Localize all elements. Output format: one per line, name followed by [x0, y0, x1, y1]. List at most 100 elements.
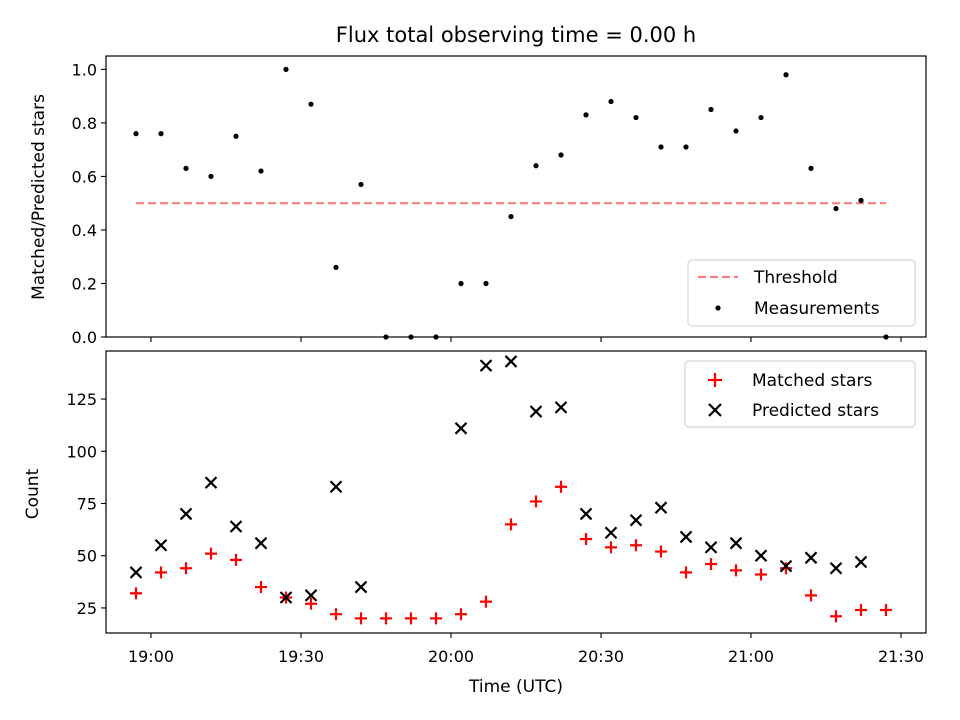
predicted-star-point	[804, 551, 818, 565]
top-y-tick-label: 0.8	[72, 114, 97, 133]
top-y-tick-label: 0.6	[72, 167, 97, 186]
measurement-point	[808, 165, 814, 171]
measurement-point	[133, 131, 139, 137]
matched-star-point	[130, 587, 142, 600]
matched-star-point	[255, 581, 267, 594]
chart-title: Flux total observing time = 0.00 h	[336, 23, 696, 47]
measurement-point	[233, 133, 239, 139]
matched-star-point	[830, 610, 842, 623]
legend-predicted-label: Predicted stars	[752, 401, 879, 421]
top-y-axis-label: Matched/Predicted stars	[29, 94, 49, 300]
legend-measurements-label: Measurements	[754, 299, 880, 319]
measurement-point	[258, 168, 264, 174]
legend-measurements-swatch	[715, 305, 721, 311]
measurement-point	[708, 106, 714, 113]
predicted-star-point	[279, 591, 293, 604]
predicted-star-point	[679, 530, 693, 544]
matched-star-point	[155, 566, 167, 579]
measurement-point	[658, 144, 664, 150]
measurement-point	[483, 280, 489, 287]
matched-star-point	[730, 564, 742, 577]
measurement-point	[558, 152, 564, 158]
x-tick-label: 20:00	[428, 647, 474, 666]
bottom-legend: Matched stars Predicted stars	[684, 360, 916, 428]
predicted-star-point	[529, 405, 543, 418]
predicted-star-point	[179, 507, 193, 521]
top-axes-frame	[105, 55, 927, 338]
bottom-legend-box	[684, 360, 916, 428]
predicted-star-point	[304, 589, 318, 602]
matched-star-point	[655, 545, 667, 558]
matched-star-point	[605, 541, 617, 554]
matched-star-point	[230, 553, 242, 566]
top-y-tick-label: 0.0	[72, 328, 97, 347]
measurement-point	[833, 205, 839, 212]
predicted-star-point	[629, 513, 643, 527]
predicted-star-point	[754, 549, 768, 562]
bottom-y-tick-label: 125	[66, 390, 97, 409]
measurement-point	[758, 114, 764, 121]
bottom-y-tick-label: 75	[77, 494, 97, 513]
matched-star-point	[305, 597, 317, 610]
x-tick-label: 19:00	[128, 647, 174, 666]
bottom-y-tick-label: 25	[77, 599, 97, 618]
matched-star-point	[680, 566, 692, 579]
predicted-star-point	[479, 359, 493, 372]
predicted-star-point	[129, 566, 143, 579]
measurement-point	[683, 144, 689, 150]
measurement-point	[208, 173, 214, 180]
legend-matched-swatch	[708, 373, 722, 387]
predicted-star-point	[604, 526, 618, 540]
matched-star-point	[430, 612, 442, 625]
legend-matched-label: Matched stars	[752, 371, 872, 391]
bottom-y-tick-label: 50	[77, 547, 97, 566]
bottom-y-axis: 25 50 75 100 125	[66, 390, 106, 618]
legend-threshold-label: Threshold	[753, 268, 838, 288]
top-x-axis	[150, 337, 902, 342]
measurement-point	[283, 66, 289, 72]
top-legend: Threshold Measurements	[687, 259, 916, 327]
matched-star-point	[405, 612, 417, 625]
matched-star-point	[180, 562, 192, 575]
measurement-point	[158, 131, 164, 137]
measurement-point	[783, 72, 789, 78]
matched-star-point	[480, 595, 492, 608]
top-y-tick-label: 0.2	[72, 274, 97, 293]
predicted-star-point	[504, 355, 518, 368]
x-tick-label: 19:30	[278, 647, 324, 666]
top-y-tick-label: 0.4	[72, 221, 97, 240]
top-y-axis: 0.0 0.2 0.4 0.6 0.8 1.0	[72, 60, 106, 347]
predicted-star-point	[779, 559, 793, 573]
predicted-star-point	[579, 507, 593, 521]
predicted-star-point	[704, 541, 718, 554]
bottom-x-axis: 19:00 19:30 20:00 20:30 21:00 21:30	[128, 633, 924, 666]
predicted-star-point	[829, 561, 843, 575]
bottom-y-axis-label: Count	[23, 468, 43, 519]
measurement-point	[533, 163, 539, 169]
x-tick-label: 21:00	[728, 647, 774, 666]
legend-predicted-swatch	[708, 403, 722, 417]
matched-star-point	[805, 589, 817, 602]
predicted-star-point	[454, 422, 468, 435]
x-tick-label: 20:30	[578, 647, 624, 666]
predicted-star-point	[254, 536, 268, 550]
bottom-y-tick-label: 100	[66, 442, 97, 461]
top-plot-area	[133, 66, 889, 340]
matched-star-point	[355, 612, 367, 625]
matched-star-point	[780, 562, 792, 575]
predicted-star-point	[204, 476, 218, 489]
predicted-star-point	[854, 555, 868, 569]
measurement-point	[858, 197, 864, 204]
matched-star-point	[630, 539, 642, 552]
matched-star-point	[755, 568, 767, 581]
predicted-star-point	[329, 480, 343, 494]
predicted-star-point	[554, 401, 568, 414]
matched-star-point	[580, 533, 592, 545]
bottom-axes-frame	[105, 350, 927, 634]
matched-star-point	[505, 518, 517, 531]
predicted-star-point	[654, 501, 668, 514]
matched-star-point	[330, 608, 342, 621]
predicted-star-point	[154, 538, 168, 552]
top-y-tick-label: 1.0	[72, 60, 97, 79]
